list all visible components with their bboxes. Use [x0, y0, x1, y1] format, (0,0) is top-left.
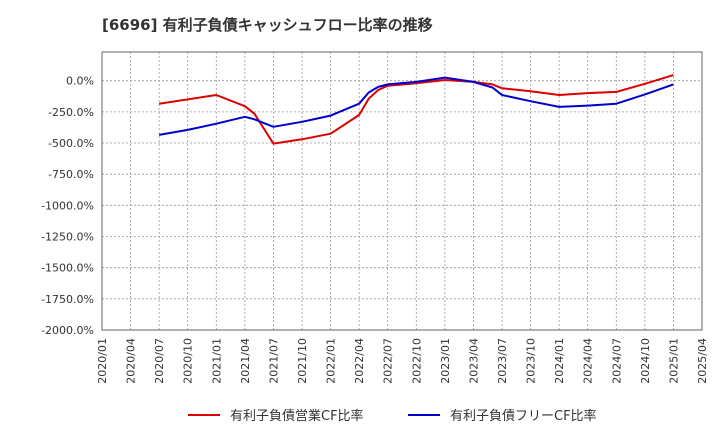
- x-tick-label: 2022/04: [353, 338, 366, 384]
- x-axis-ticks: 2020/01 2020/04 2020/07 2020/10 2021/01 2021/…: [96, 338, 709, 384]
- x-tick-label: 2023/07: [496, 338, 509, 384]
- x-tick-label: 2024/07: [610, 338, 623, 384]
- y-tick-label: -1500.0%: [41, 262, 94, 275]
- x-tick-label: 2020/04: [125, 338, 138, 384]
- x-tick-label: 2022/10: [410, 338, 423, 384]
- y-tick-label: -500.0%: [48, 137, 94, 150]
- x-tick-label: 2020/10: [182, 338, 195, 384]
- y-tick-label: -2000.0%: [41, 324, 94, 337]
- chart-title: [6696] 有利子負債キャッシュフロー比率の推移: [102, 16, 433, 34]
- y-tick-label: -250.0%: [48, 106, 94, 119]
- x-tick-label: 2021/10: [296, 338, 309, 384]
- x-tick-label: 2025/01: [667, 338, 680, 384]
- x-tick-label: 2020/07: [153, 338, 166, 384]
- legend: 有利子負債営業CF比率 有利子負債フリーCF比率: [188, 408, 597, 424]
- x-tick-label: 2022/07: [382, 338, 395, 384]
- x-tick-label: 2024/01: [553, 338, 566, 384]
- x-tick-label: 2020/01: [96, 338, 109, 384]
- x-tick-label: 2024/04: [582, 338, 595, 384]
- legend-label-2: 有利子負債フリーCF比率: [450, 408, 597, 424]
- y-tick-label: -1000.0%: [41, 199, 94, 212]
- y-tick-label: -1250.0%: [41, 231, 94, 244]
- x-tick-label: 2024/10: [639, 338, 652, 384]
- series-lines: [158, 74, 674, 145]
- x-tick-label: 2023/10: [525, 338, 538, 384]
- series-line-1: [158, 74, 674, 145]
- y-tick-label: -750.0%: [48, 168, 94, 181]
- plot-area: [101, 51, 703, 331]
- x-tick-label: 2025/04: [696, 338, 709, 384]
- y-tick-label: 0.0%: [66, 75, 94, 88]
- grid: [101, 52, 703, 331]
- legend-label-1: 有利子負債営業CF比率: [230, 408, 364, 424]
- y-axis-ticks: 0.0% -250.0% -500.0% -750.0% -1000.0% -1250.0…: [41, 75, 94, 337]
- series-line-2: [158, 76, 674, 136]
- x-tick-label: 2023/04: [467, 338, 480, 384]
- x-tick-label: 2023/01: [439, 338, 452, 384]
- y-tick-label: -1750.0%: [41, 293, 94, 306]
- x-tick-label: 2021/04: [239, 338, 252, 384]
- x-tick-label: 2021/07: [267, 338, 280, 384]
- x-tick-label: 2021/01: [210, 338, 223, 384]
- x-tick-label: 2022/01: [325, 338, 338, 384]
